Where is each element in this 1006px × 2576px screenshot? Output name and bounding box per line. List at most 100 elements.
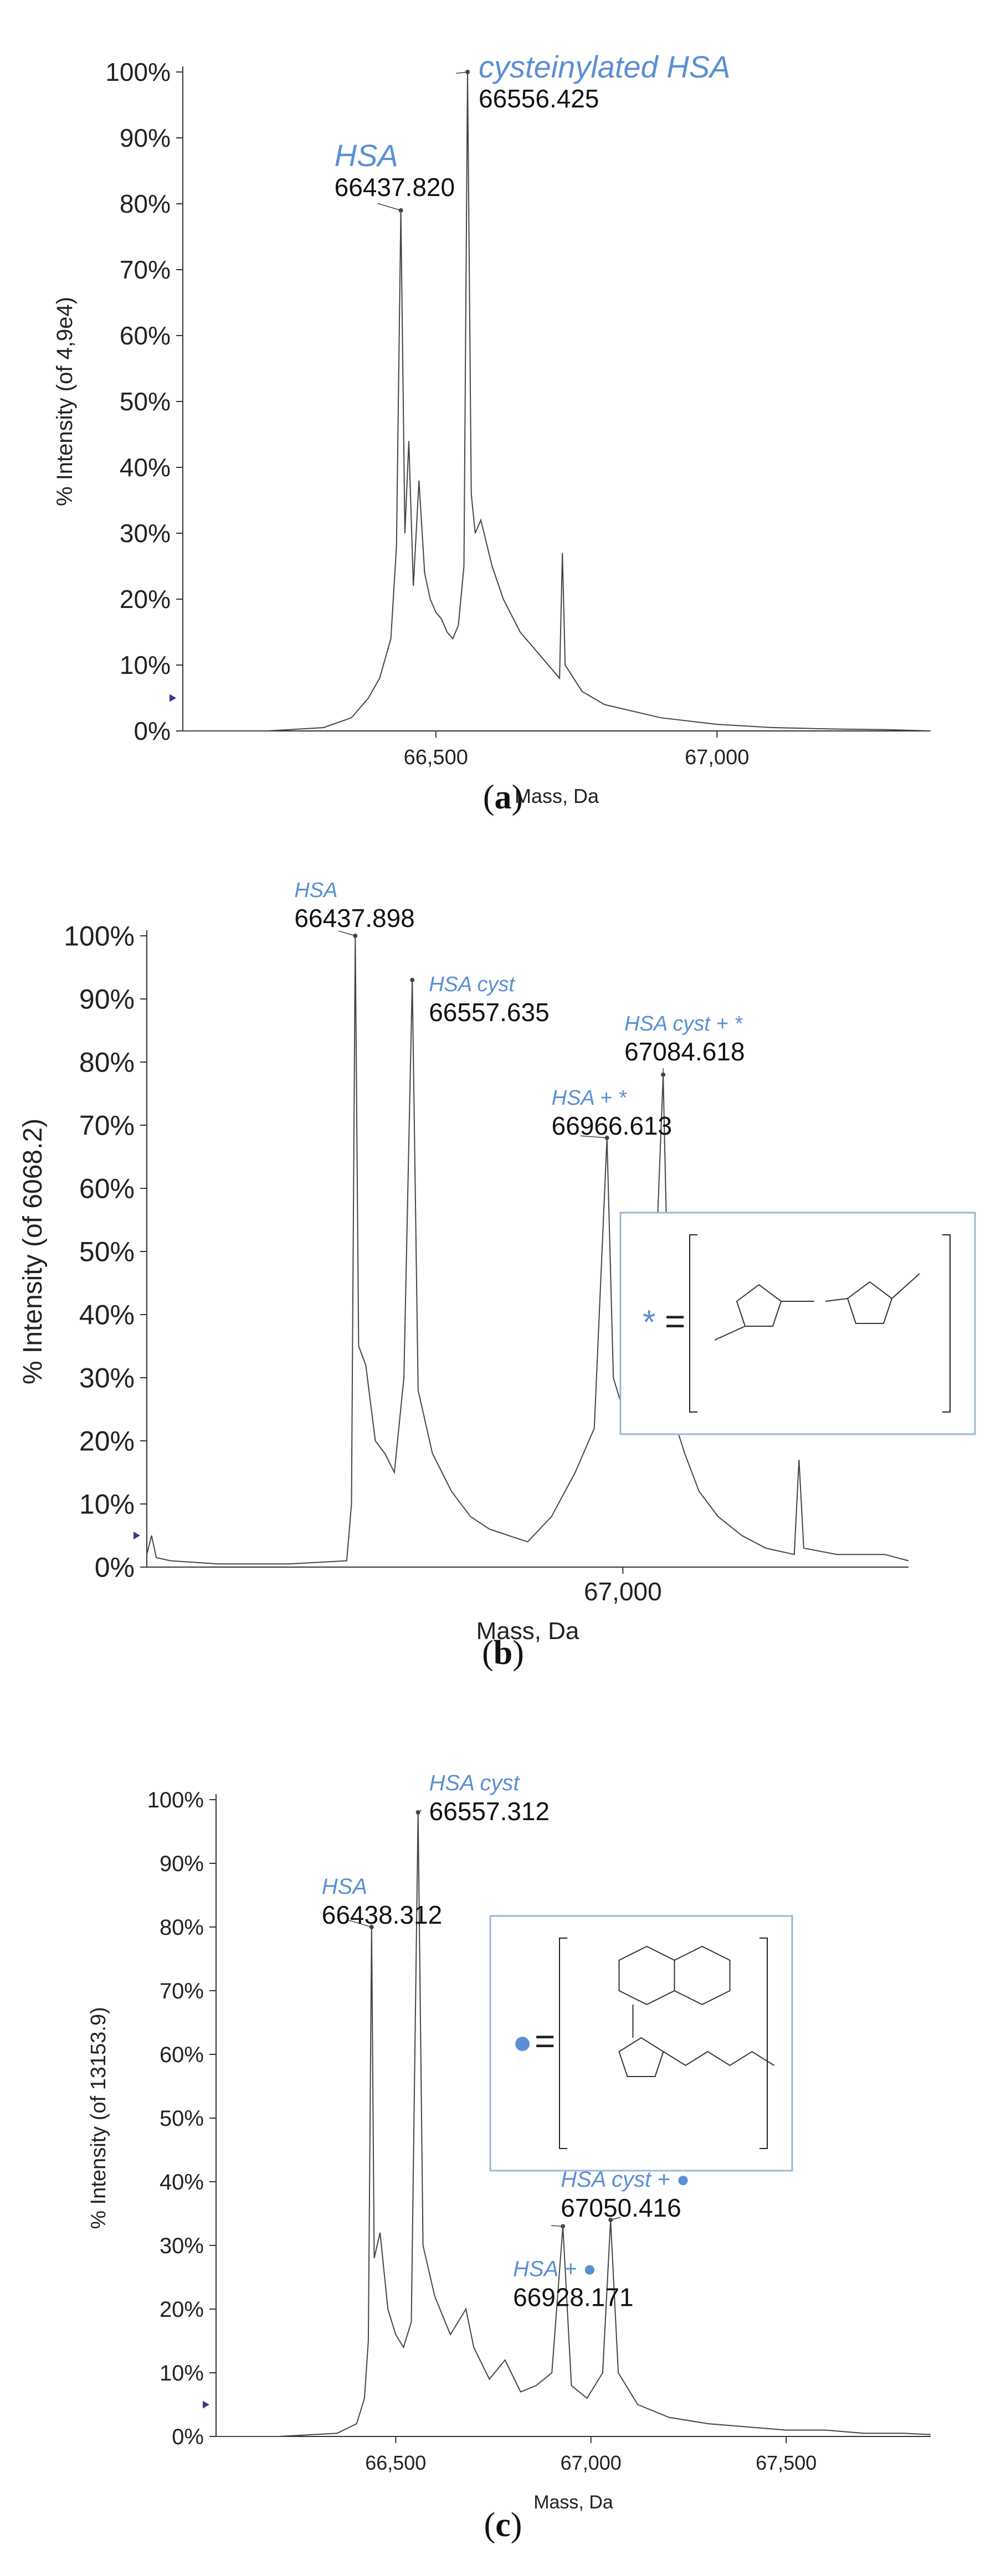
y-axis-label: % Intensity (of 4,9e4) bbox=[53, 297, 77, 506]
x-axis-label: Mass, Da bbox=[533, 2492, 613, 2513]
peak-leader-line bbox=[580, 1135, 607, 1138]
x-tick-label: 67,000 bbox=[685, 746, 749, 769]
peak-name-label: cysteinylated HSA bbox=[479, 49, 730, 84]
peak-leader-line bbox=[418, 1810, 422, 1813]
peak-name-label: HSA bbox=[294, 879, 337, 902]
peak-name-label: HSA + * bbox=[552, 1086, 627, 1110]
figure-caption: (b) bbox=[482, 1634, 524, 1672]
bracket-left-icon bbox=[689, 1234, 697, 1413]
caption-open-paren: ( bbox=[484, 2506, 496, 2544]
caption-close-paren: ) bbox=[512, 1634, 524, 1672]
peak-leader-line bbox=[455, 71, 468, 74]
peak-leader-line bbox=[377, 203, 401, 211]
caption-open-paren: ( bbox=[482, 1634, 494, 1672]
peak-point bbox=[604, 1135, 609, 1140]
y-tick-label: 80% bbox=[79, 1047, 135, 1078]
chart-panel-a: 0% 10% 20% 30% 40% 50% 60% 70% 80% 90% 100% 66,500 6… bbox=[53, 49, 931, 816]
structure-legend-box bbox=[489, 1915, 793, 2172]
y-axis-label: % Intensity (of 6068.2) bbox=[18, 1119, 48, 1384]
bracket-left-icon bbox=[559, 1938, 567, 2149]
y-tick-label: 50% bbox=[160, 2106, 204, 2131]
y-tick-label: 70% bbox=[79, 1110, 135, 1141]
peak-name-label: HSA cyst + * bbox=[624, 1012, 743, 1035]
y-tick-label: 90% bbox=[120, 123, 171, 152]
y-tick-label: 80% bbox=[120, 189, 171, 218]
y-tick-label: 30% bbox=[79, 1363, 135, 1394]
x-axis-label: Mass, Da bbox=[515, 785, 599, 807]
y-tick-label: 10% bbox=[160, 2361, 204, 2386]
y-tick-label: 90% bbox=[79, 984, 135, 1015]
peak-point bbox=[661, 1072, 666, 1077]
peak-mass-label: 66438.312 bbox=[322, 1900, 442, 1929]
bond-line bbox=[825, 1298, 848, 1302]
peak-mass-label: 66437.820 bbox=[335, 173, 455, 202]
bracket-right-icon bbox=[759, 1938, 768, 2149]
bond-line bbox=[714, 1326, 746, 1341]
peak-leader-line bbox=[551, 2225, 563, 2227]
figure-caption: (c) bbox=[484, 2506, 522, 2544]
peak-mass-label: 66557.312 bbox=[429, 1797, 550, 1826]
y-tick-label: 10% bbox=[79, 1489, 135, 1520]
caption-open-paren: ( bbox=[483, 779, 495, 816]
bracket-right-icon bbox=[942, 1234, 951, 1413]
peak-mass-label: 66966.613 bbox=[552, 1111, 672, 1140]
peak-leader-line bbox=[348, 1919, 372, 1928]
spectrum-line bbox=[216, 1812, 931, 2437]
x-tick-label: 67,000 bbox=[561, 2451, 622, 2474]
legend-equals: = bbox=[665, 1301, 685, 1341]
peak-point bbox=[410, 977, 415, 982]
peak-mass-label: 66557.635 bbox=[429, 998, 549, 1027]
y-tick-label: 70% bbox=[120, 255, 171, 284]
y-tick-label: 70% bbox=[160, 1979, 204, 2003]
ring-icon bbox=[674, 1945, 731, 2006]
y-tick-label: 20% bbox=[120, 585, 171, 614]
peak-name-label: HSA + ● bbox=[513, 2257, 597, 2281]
y-tick-label: 100% bbox=[64, 921, 135, 952]
y-tick-label: 90% bbox=[160, 1852, 204, 1876]
bond-line bbox=[891, 1273, 920, 1299]
y-tick-label: 60% bbox=[160, 2043, 204, 2067]
y-axis-label: % Intensity (of 13153.9) bbox=[87, 2007, 110, 2229]
y-tick-label: 0% bbox=[172, 2425, 204, 2449]
peak-name-label: HSA cyst bbox=[429, 1771, 521, 1795]
y-tick-label: 40% bbox=[79, 1300, 135, 1331]
x-tick-label: 66,500 bbox=[365, 2451, 426, 2474]
y-tick-label: 20% bbox=[79, 1426, 135, 1457]
chart-panel-c: 0% 10% 20% 30% 40% 50% 60% 70% 80% 90% 100% 66,500 6… bbox=[87, 1771, 931, 2544]
x-tick-label: 67,500 bbox=[756, 2451, 817, 2474]
x-axis-label: Mass, Da bbox=[476, 1617, 579, 1645]
molecule-structure-icon bbox=[714, 1273, 920, 1341]
legend-symbol: * bbox=[643, 1304, 655, 1341]
y-tick-label: 30% bbox=[160, 2234, 204, 2258]
ring-icon bbox=[618, 2037, 664, 2077]
caption-close-paren: ) bbox=[511, 2506, 522, 2544]
peak-mass-label: 66928.171 bbox=[513, 2283, 633, 2312]
peak-mass-label: 66437.898 bbox=[294, 904, 414, 932]
peak-leader-line bbox=[610, 2217, 621, 2220]
caption-close-paren: ) bbox=[512, 779, 523, 816]
figure-caption: (a) bbox=[483, 779, 523, 816]
caption-letter: a bbox=[495, 779, 512, 816]
molecule-structure-icon bbox=[618, 1945, 775, 2077]
y-tick-label: 100% bbox=[105, 58, 171, 86]
peak-leader-line bbox=[338, 930, 356, 936]
y-tick-label: 20% bbox=[160, 2297, 204, 2322]
alkyl-chain-line bbox=[663, 2051, 775, 2067]
peak-mass-label: 67050.416 bbox=[561, 2193, 681, 2222]
y-tick-label: 0% bbox=[134, 717, 171, 745]
peak-name-label: HSA cyst bbox=[429, 973, 515, 996]
y-tick-label: 30% bbox=[120, 519, 171, 548]
x-tick-label: 66,500 bbox=[404, 746, 468, 769]
y-tick-label: 40% bbox=[160, 2170, 204, 2194]
peak-mass-label: 67084.618 bbox=[624, 1037, 745, 1066]
ring-icon bbox=[846, 1281, 893, 1324]
caption-letter: c bbox=[495, 2506, 511, 2544]
y-tick-label: 0% bbox=[95, 1552, 135, 1583]
y-tick-label: 40% bbox=[120, 453, 171, 482]
legend-equals: = bbox=[535, 2021, 555, 2061]
x-tick-label: 67,000 bbox=[584, 1577, 662, 1606]
peak-name-label: HSA bbox=[322, 1874, 367, 1899]
y-tick-label: 60% bbox=[120, 321, 171, 350]
axis-marker-icon bbox=[170, 694, 176, 702]
ring-icon bbox=[736, 1284, 782, 1327]
